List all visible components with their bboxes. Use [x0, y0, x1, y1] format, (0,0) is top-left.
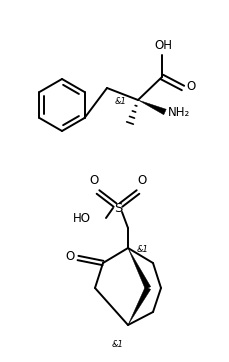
Polygon shape — [128, 287, 150, 325]
Text: O: O — [65, 249, 75, 262]
Text: O: O — [137, 174, 146, 187]
Polygon shape — [128, 248, 150, 289]
Text: OH: OH — [153, 39, 171, 52]
Text: O: O — [89, 174, 98, 187]
Text: NH₂: NH₂ — [167, 106, 189, 119]
Polygon shape — [137, 100, 166, 115]
Text: HO: HO — [73, 211, 91, 224]
Text: &1: &1 — [136, 245, 148, 254]
Text: &1: &1 — [112, 340, 123, 349]
Text: S: S — [113, 202, 122, 215]
Text: &1: &1 — [114, 97, 125, 106]
Text: O: O — [185, 80, 194, 93]
